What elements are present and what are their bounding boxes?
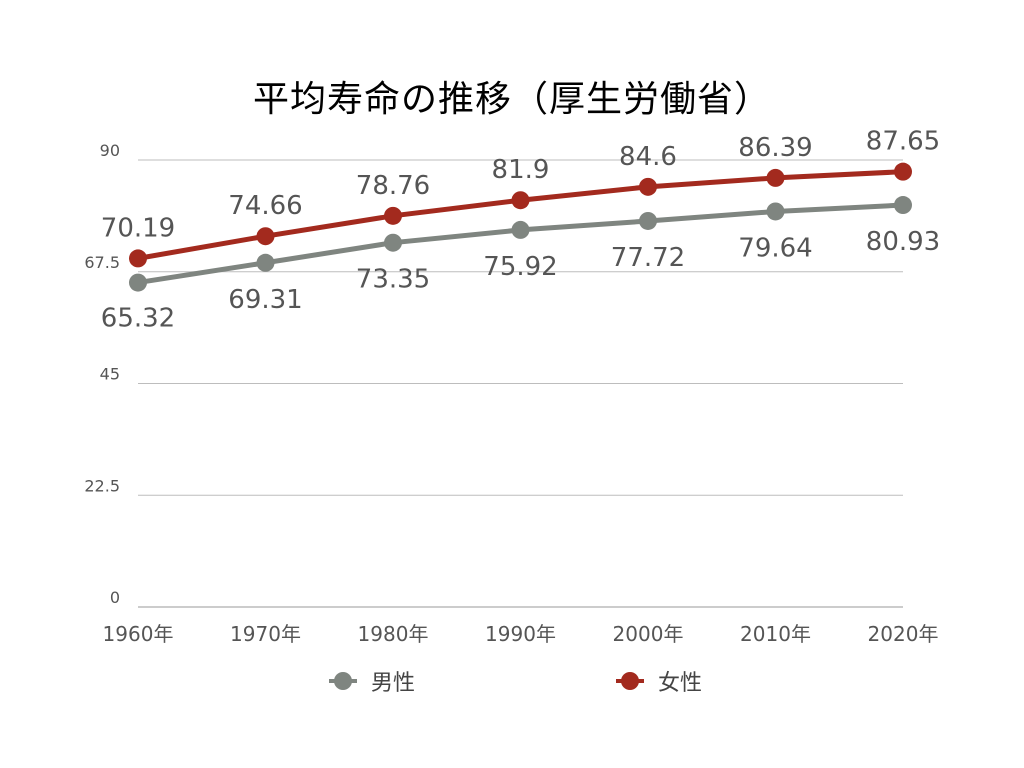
- y-axis-tick-labels: 0 22.5 45 67.5 90: [84, 141, 120, 607]
- data-label: 86.39: [738, 133, 812, 163]
- data-point: [384, 206, 402, 225]
- x-tick-label: 2000年: [613, 622, 684, 646]
- y-tick-label: 67.5: [84, 253, 120, 272]
- y-tick-label: 0: [110, 588, 120, 607]
- data-label: 70.19: [101, 213, 175, 243]
- x-tick-label: 2020年: [868, 622, 939, 646]
- data-point: [511, 191, 530, 210]
- legend-label: 女性: [658, 671, 702, 696]
- data-point: [256, 253, 275, 272]
- data-label: 73.35: [356, 265, 430, 295]
- data-point: [639, 177, 657, 196]
- data-label: 78.76: [356, 171, 430, 201]
- x-tick-label: 1970年: [230, 622, 301, 646]
- data-point: [766, 168, 785, 187]
- data-point: [384, 233, 402, 252]
- data-point: [129, 249, 147, 268]
- data-label: 81.9: [492, 155, 550, 185]
- y-tick-label: 90: [100, 141, 120, 160]
- data-label: 69.31: [228, 285, 302, 315]
- legend-swatch-marker: [334, 672, 352, 690]
- legend-label: 男性: [371, 671, 415, 696]
- data-labels: 65.32 69.31 73.35 75.92 77.72 79.64 80.93 70.19…: [101, 127, 940, 334]
- data-label: 77.72: [611, 243, 685, 273]
- x-tick-label: 1980年: [358, 622, 429, 646]
- chart-title: 平均寿命の推移（厚生労働省）: [252, 79, 771, 120]
- y-tick-label: 22.5: [84, 476, 120, 495]
- data-label: 80.93: [866, 227, 940, 257]
- x-tick-label: 1990年: [485, 622, 556, 646]
- data-point: [894, 196, 912, 215]
- data-point: [639, 211, 657, 230]
- data-label: 87.65: [866, 127, 940, 157]
- data-point: [894, 162, 912, 181]
- data-point: [129, 273, 147, 292]
- data-label: 65.32: [101, 304, 175, 334]
- data-label: 79.64: [738, 233, 812, 263]
- x-tick-label: 1960年: [103, 622, 174, 646]
- data-point: [511, 220, 530, 239]
- x-axis-tick-labels: 1960年 1970年 1980年 1990年 2000年 2010年 2020年: [103, 622, 939, 646]
- data-label: 74.66: [228, 191, 302, 221]
- series-lines: [129, 162, 912, 292]
- data-point: [766, 202, 785, 221]
- y-tick-label: 45: [100, 365, 120, 384]
- legend: 男性 女性: [329, 671, 702, 696]
- data-label: 84.6: [619, 142, 677, 172]
- legend-swatch-marker: [621, 672, 639, 690]
- data-label: 75.92: [483, 252, 557, 282]
- x-tick-label: 2010年: [740, 622, 811, 646]
- data-point: [256, 227, 275, 246]
